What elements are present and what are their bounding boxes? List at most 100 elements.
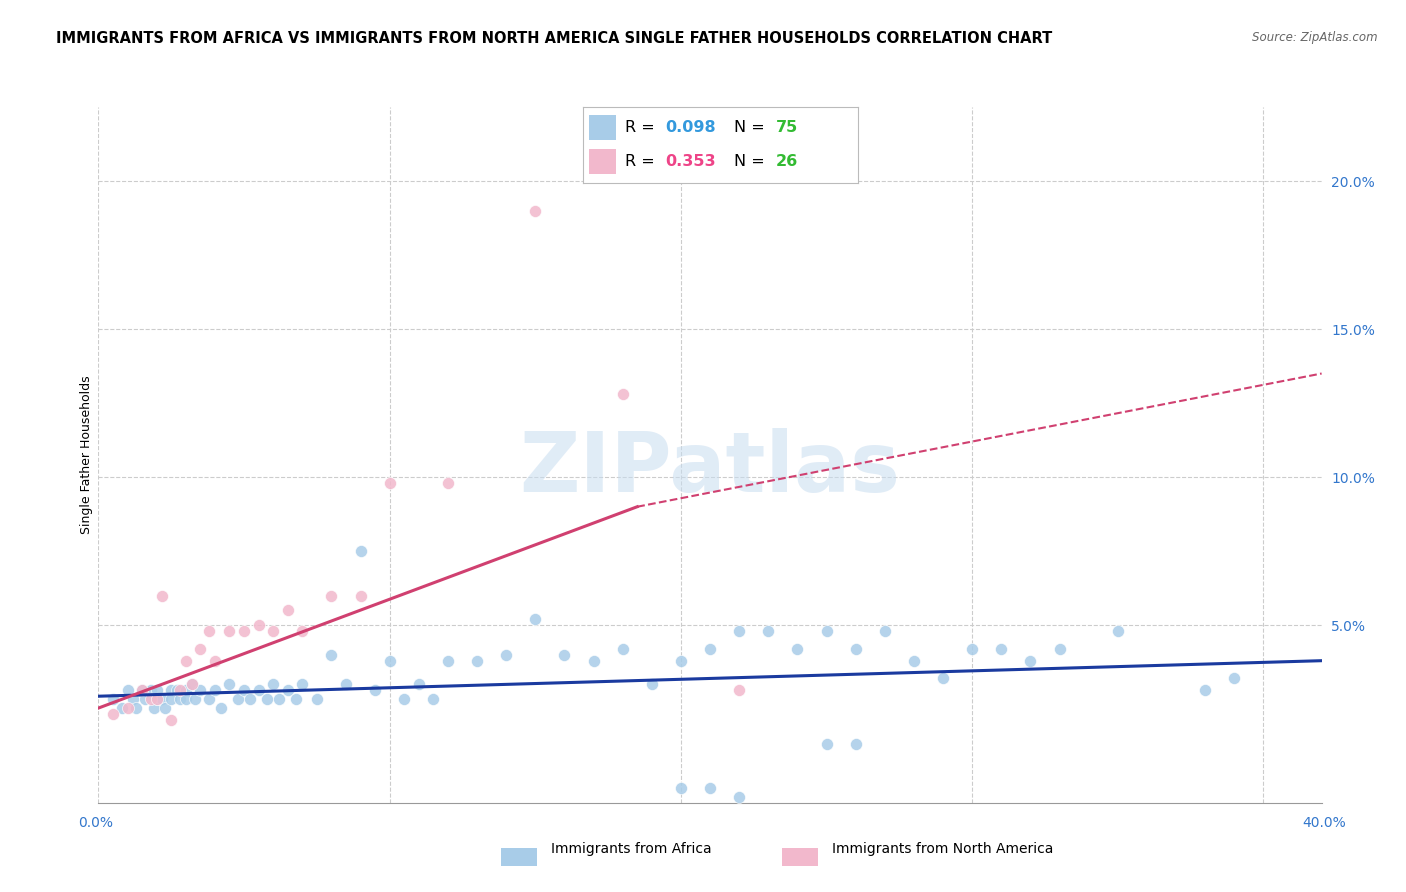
Point: [408, 677, 430, 691]
Point: [247, 618, 270, 632]
Point: [139, 683, 162, 698]
Point: [873, 624, 896, 638]
Point: [183, 692, 205, 706]
Point: [932, 672, 955, 686]
Point: [101, 692, 124, 706]
Point: [209, 701, 232, 715]
Point: [111, 701, 134, 715]
Point: [669, 780, 692, 795]
Point: [204, 683, 226, 698]
Point: [267, 692, 290, 706]
Point: [378, 476, 401, 491]
Point: [786, 641, 808, 656]
Text: 26: 26: [776, 153, 797, 169]
Point: [198, 692, 221, 706]
Point: [160, 713, 183, 727]
Point: [612, 641, 634, 656]
Point: [277, 603, 299, 617]
Point: [437, 476, 460, 491]
Point: [815, 624, 838, 638]
Text: 75: 75: [776, 120, 797, 135]
Point: [553, 648, 575, 662]
Point: [131, 683, 153, 698]
Point: [134, 692, 156, 706]
Point: [305, 692, 328, 706]
Point: [422, 692, 444, 706]
Bar: [589, 114, 616, 140]
Point: [174, 654, 197, 668]
Text: IMMIGRANTS FROM AFRICA VS IMMIGRANTS FROM NORTH AMERICA SINGLE FATHER HOUSEHOLDS: IMMIGRANTS FROM AFRICA VS IMMIGRANTS FRO…: [56, 31, 1053, 46]
Point: [160, 683, 183, 698]
Text: N =: N =: [734, 153, 770, 169]
Point: [233, 683, 256, 698]
Point: [188, 683, 212, 698]
Point: [145, 692, 167, 706]
Point: [117, 701, 139, 715]
Point: [169, 692, 191, 706]
Point: [169, 683, 191, 698]
Point: [142, 701, 165, 715]
Point: [437, 654, 460, 668]
Point: [262, 624, 284, 638]
Point: [699, 780, 721, 795]
Text: 0.353: 0.353: [666, 153, 717, 169]
Point: [285, 692, 308, 706]
Text: Immigrants from Africa: Immigrants from Africa: [551, 842, 711, 856]
Point: [145, 683, 167, 698]
Point: [226, 692, 249, 706]
Point: [465, 654, 488, 668]
Point: [117, 683, 139, 698]
Point: [122, 692, 145, 706]
Point: [204, 654, 226, 668]
Point: [728, 624, 751, 638]
Point: [218, 677, 240, 691]
Point: [349, 589, 371, 603]
Point: [125, 701, 148, 715]
Point: [256, 692, 278, 706]
Text: 0.0%: 0.0%: [79, 816, 112, 830]
Point: [174, 692, 197, 706]
Point: [815, 737, 838, 751]
Point: [392, 692, 416, 706]
Text: R =: R =: [624, 120, 659, 135]
Point: [152, 692, 174, 706]
Bar: [589, 149, 616, 174]
Text: N =: N =: [734, 120, 770, 135]
Point: [239, 692, 262, 706]
Text: Immigrants from North America: Immigrants from North America: [832, 842, 1053, 856]
Text: Source: ZipAtlas.com: Source: ZipAtlas.com: [1253, 31, 1378, 45]
Point: [1194, 683, 1216, 698]
Point: [291, 624, 314, 638]
Point: [495, 648, 517, 662]
Point: [262, 677, 284, 691]
Point: [524, 612, 547, 626]
Point: [612, 387, 634, 401]
Point: [321, 589, 343, 603]
Point: [378, 654, 401, 668]
Point: [669, 654, 692, 668]
Point: [180, 677, 202, 691]
Point: [641, 677, 664, 691]
Point: [1223, 672, 1246, 686]
Text: R =: R =: [624, 153, 659, 169]
Point: [198, 624, 221, 638]
Point: [1107, 624, 1129, 638]
Point: [699, 641, 721, 656]
Point: [335, 677, 357, 691]
Point: [277, 683, 299, 698]
Y-axis label: Single Father Households: Single Father Households: [80, 376, 93, 534]
Point: [180, 677, 202, 691]
Point: [756, 624, 779, 638]
Point: [233, 624, 256, 638]
Point: [145, 692, 167, 706]
Point: [101, 706, 124, 721]
Point: [728, 789, 751, 804]
Point: [845, 737, 868, 751]
Point: [247, 683, 270, 698]
Point: [291, 677, 314, 691]
Point: [218, 624, 240, 638]
Point: [364, 683, 387, 698]
Text: 40.0%: 40.0%: [1302, 816, 1347, 830]
Point: [160, 692, 183, 706]
Text: ZIPatlas: ZIPatlas: [520, 428, 900, 509]
